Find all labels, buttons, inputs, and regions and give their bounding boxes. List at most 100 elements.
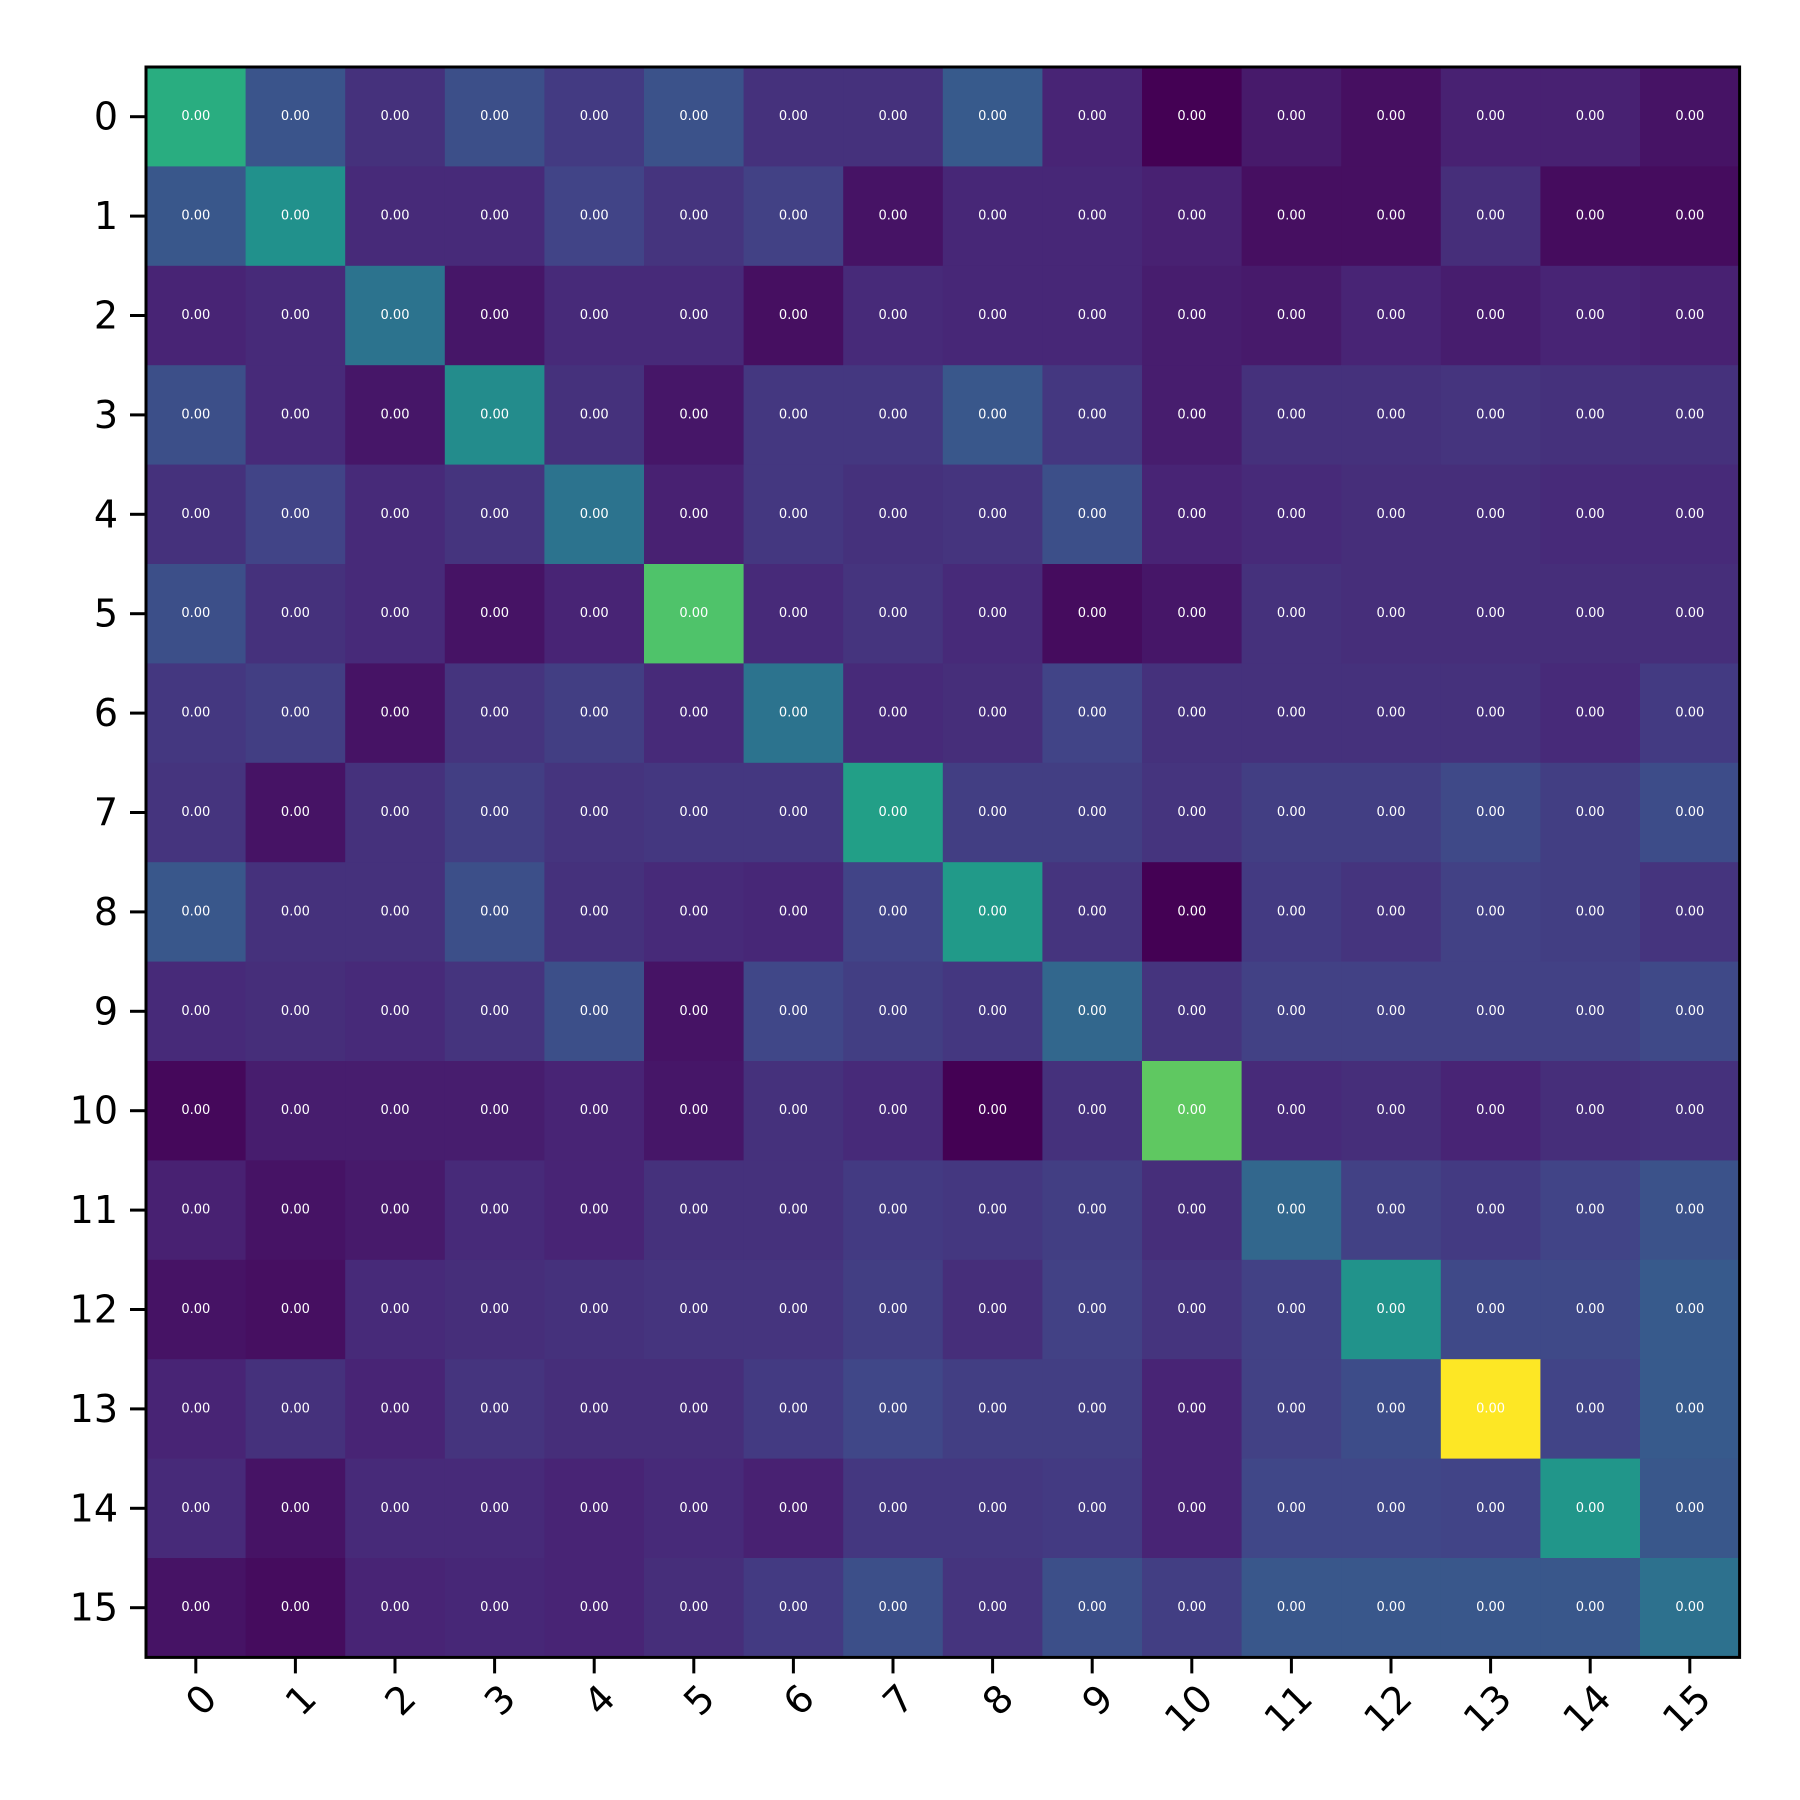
y-tick-label: 14	[70, 1486, 118, 1530]
heatmap-cell-r8-c9	[1042, 862, 1143, 963]
heatmap-cell-r8-c4	[544, 862, 645, 963]
heatmap-cell-r5-c9	[1042, 564, 1143, 664]
heatmap-cell-r4-c2	[345, 464, 446, 565]
heatmap-cell-r0-c1	[245, 67, 346, 167]
cell-value-label: 0.00	[1476, 1004, 1505, 1019]
cell-value-label: 0.00	[480, 1600, 509, 1615]
cell-value-label: 0.00	[580, 507, 609, 522]
heatmap-cell-r15-c8	[942, 1558, 1043, 1658]
heatmap-cell-r6-c13	[1440, 663, 1541, 764]
cell-value-label: 0.00	[381, 1004, 410, 1019]
heatmap-cell-r10-c3	[444, 1061, 545, 1161]
cell-value-label: 0.00	[1277, 1600, 1306, 1615]
cell-value-label: 0.00	[181, 1501, 210, 1516]
cell-value-label: 0.00	[580, 606, 609, 621]
heatmap-cell-r3-c3	[444, 365, 545, 466]
cell-value-label: 0.00	[879, 1401, 908, 1416]
cell-value-label: 0.00	[1078, 1004, 1107, 1019]
heatmap-cell-r3-c5	[644, 365, 745, 466]
heatmap-cell-r5-c3	[444, 564, 545, 664]
cell-value-label: 0.00	[1377, 1401, 1406, 1416]
heatmap-cell-r0-c11	[1241, 67, 1342, 167]
heatmap-cell-r2-c3	[444, 265, 545, 366]
cell-value-label: 0.00	[1476, 1401, 1505, 1416]
y-tick-label: 13	[70, 1387, 118, 1431]
cell-value-label: 0.00	[978, 1401, 1007, 1416]
cell-value-label: 0.00	[381, 1600, 410, 1615]
cell-value-label: 0.00	[1277, 1501, 1306, 1516]
heatmap-cell-r11-c15	[1640, 1160, 1741, 1261]
heatmap-cell-r11-c1	[245, 1160, 346, 1261]
y-tick-label: 15	[70, 1586, 118, 1630]
heatmap-cell-r9-c5	[644, 961, 745, 1062]
cell-value-label: 0.00	[1576, 507, 1605, 522]
cell-value-label: 0.00	[181, 1203, 210, 1218]
cell-value-label: 0.00	[1277, 1103, 1306, 1118]
cell-value-label: 0.00	[1476, 308, 1505, 323]
y-tick-label: 3	[94, 393, 118, 437]
cell-value-label: 0.00	[1476, 109, 1505, 124]
heatmap-cell-r9-c4	[544, 961, 645, 1062]
heatmap-cell-r4-c12	[1341, 464, 1442, 565]
cell-value-label: 0.00	[381, 805, 410, 820]
heatmap-cell-r0-c10	[1142, 67, 1243, 167]
cell-value-label: 0.00	[381, 1302, 410, 1317]
heatmap-cell-r11-c4	[544, 1160, 645, 1261]
heatmap-cell-r7-c13	[1440, 762, 1541, 863]
cell-value-label: 0.00	[181, 706, 210, 721]
heatmap-cell-r7-c6	[743, 762, 844, 863]
heatmap-cells	[146, 67, 1741, 1658]
heatmap-cell-r5-c7	[843, 564, 944, 664]
cell-value-label: 0.00	[1177, 1103, 1206, 1118]
cell-value-label: 0.00	[879, 805, 908, 820]
cell-value-label: 0.00	[779, 805, 808, 820]
cell-value-label: 0.00	[281, 805, 310, 820]
cell-value-label: 0.00	[381, 209, 410, 224]
heatmap-cell-r14-c4	[544, 1458, 645, 1559]
heatmap-cell-r6-c11	[1241, 663, 1342, 764]
cell-value-label: 0.00	[1377, 706, 1406, 721]
cell-value-label: 0.00	[1277, 1401, 1306, 1416]
cell-value-label: 0.00	[480, 1401, 509, 1416]
cell-value-label: 0.00	[1377, 606, 1406, 621]
heatmap-cell-r13-c3	[444, 1359, 545, 1460]
cell-value-label: 0.00	[181, 1103, 210, 1118]
cell-value-label: 0.00	[1675, 805, 1704, 820]
cell-value-label: 0.00	[281, 904, 310, 919]
heatmap-cell-r13-c6	[743, 1359, 844, 1460]
heatmap-cell-r4-c9	[1042, 464, 1143, 565]
heatmap-cell-r2-c4	[544, 265, 645, 366]
cell-value-label: 0.00	[978, 407, 1007, 422]
heatmap-cell-r11-c9	[1042, 1160, 1143, 1261]
cell-value-label: 0.00	[580, 706, 609, 721]
heatmap-cell-r8-c12	[1341, 862, 1442, 963]
heatmap-cell-r2-c15	[1640, 265, 1741, 366]
cell-value-label: 0.00	[879, 606, 908, 621]
y-tick-label: 9	[94, 989, 118, 1033]
cell-value-label: 0.00	[281, 109, 310, 124]
cell-value-label: 0.00	[1377, 805, 1406, 820]
cell-value-label: 0.00	[381, 308, 410, 323]
heatmap-cell-r14-c2	[345, 1458, 446, 1559]
cell-value-label: 0.00	[1675, 1103, 1704, 1118]
cell-value-label: 0.00	[978, 1004, 1007, 1019]
heatmap-cell-r11-c2	[345, 1160, 446, 1261]
heatmap-cell-r14-c0	[146, 1458, 247, 1559]
cell-value-label: 0.00	[978, 1103, 1007, 1118]
cell-value-label: 0.00	[978, 507, 1007, 522]
cell-value-label: 0.00	[181, 606, 210, 621]
heatmap-cell-r6-c12	[1341, 663, 1442, 764]
heatmap-cell-r9-c1	[245, 961, 346, 1062]
y-tick-label: 8	[94, 890, 118, 934]
cell-value-label: 0.00	[779, 407, 808, 422]
heatmap-cell-r12-c10	[1142, 1259, 1243, 1360]
heatmap-cell-r8-c15	[1640, 862, 1741, 963]
cell-value-label: 0.00	[779, 1203, 808, 1218]
cell-value-label: 0.00	[879, 407, 908, 422]
cell-value-label: 0.00	[779, 1501, 808, 1516]
cell-value-label: 0.00	[978, 209, 1007, 224]
cell-value-label: 0.00	[281, 1203, 310, 1218]
heatmap-cell-r11-c14	[1540, 1160, 1641, 1261]
heatmap-cell-r11-c0	[146, 1160, 247, 1261]
heatmap-cell-r10-c12	[1341, 1061, 1442, 1161]
